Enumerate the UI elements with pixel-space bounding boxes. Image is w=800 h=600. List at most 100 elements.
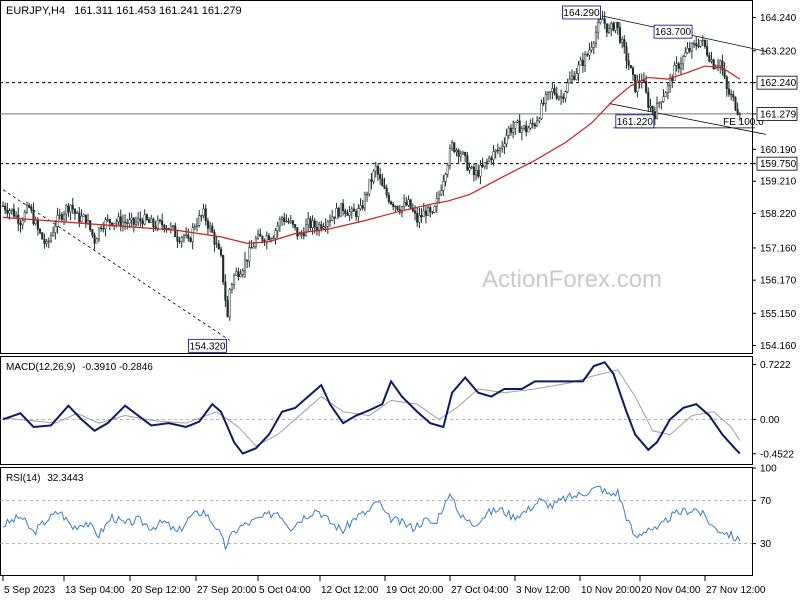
candle-body bbox=[213, 232, 216, 245]
candle-body bbox=[80, 216, 83, 222]
candle-body bbox=[226, 300, 229, 318]
candle-body bbox=[97, 227, 100, 240]
rsi-tick-label: 100 bbox=[760, 464, 777, 475]
macd-title: MACD(12,26,9) -0.3910 -0.2846 bbox=[6, 362, 153, 373]
candle-body bbox=[217, 243, 220, 250]
candle-body bbox=[723, 69, 726, 78]
candle-body bbox=[93, 234, 96, 244]
candle-body bbox=[139, 218, 142, 222]
candle-body bbox=[324, 226, 327, 228]
candle-body bbox=[39, 228, 42, 233]
candle-body bbox=[376, 165, 380, 175]
candle-body bbox=[427, 207, 430, 216]
fe-label: FE 100.0 bbox=[723, 117, 764, 128]
candle-body bbox=[612, 23, 615, 31]
candle-body bbox=[461, 152, 465, 155]
candle-body bbox=[446, 165, 449, 175]
candle-body bbox=[522, 125, 526, 129]
candle-body bbox=[570, 75, 574, 80]
candle-body bbox=[721, 60, 724, 71]
candle-body bbox=[202, 208, 205, 216]
candle-body bbox=[339, 203, 342, 217]
candle-body bbox=[544, 94, 547, 105]
candle-body bbox=[82, 214, 85, 217]
candle-body bbox=[420, 215, 423, 218]
candle-body bbox=[289, 220, 292, 223]
candle-body bbox=[115, 221, 118, 224]
candle-body bbox=[222, 254, 225, 283]
candle-body bbox=[320, 224, 323, 229]
candle-body bbox=[642, 79, 645, 82]
price-tick-label: 163.220 bbox=[760, 46, 797, 57]
candle-body bbox=[533, 123, 536, 127]
candle-body bbox=[73, 208, 76, 214]
candle-body bbox=[492, 151, 495, 160]
candle-body bbox=[477, 170, 480, 177]
candle-body bbox=[536, 120, 539, 127]
candle-body bbox=[41, 232, 44, 240]
trendline-2 bbox=[608, 103, 767, 135]
candle-body bbox=[479, 165, 482, 177]
candle-body bbox=[394, 205, 397, 208]
candle-body bbox=[174, 225, 177, 238]
candle-body bbox=[84, 214, 87, 224]
price-annotations: 164.290 163.700 161.220 154.320 bbox=[188, 5, 693, 353]
candle-body bbox=[708, 54, 711, 62]
candle-body bbox=[629, 65, 632, 69]
candle-body bbox=[440, 190, 443, 196]
candle-body bbox=[387, 194, 390, 203]
candle-body bbox=[54, 226, 57, 233]
candle-body bbox=[538, 118, 541, 122]
candle-body bbox=[206, 220, 209, 229]
candle-body bbox=[655, 102, 659, 120]
candle-body bbox=[246, 259, 249, 262]
candle-body bbox=[509, 127, 512, 133]
main-panel-frame bbox=[0, 0, 753, 354]
candle-body bbox=[413, 210, 417, 214]
candle-body bbox=[276, 225, 279, 231]
candle-body bbox=[437, 194, 441, 199]
candle-body bbox=[540, 102, 543, 119]
candle-body bbox=[4, 205, 7, 211]
candle-body bbox=[28, 205, 31, 208]
candle-body bbox=[152, 218, 155, 228]
candle-body bbox=[248, 247, 251, 262]
x-tick-label: 3 Nov 12:00 bbox=[516, 585, 570, 596]
candle-body bbox=[23, 211, 26, 222]
candle-body bbox=[132, 217, 135, 225]
candle-body bbox=[488, 157, 491, 162]
candle-body bbox=[455, 149, 458, 152]
candle-body bbox=[191, 227, 194, 242]
candle-body bbox=[25, 205, 29, 213]
candle-body bbox=[117, 216, 120, 223]
annotation-box-3 bbox=[188, 338, 227, 353]
price-tick-box bbox=[756, 156, 798, 171]
horizontal-lines bbox=[0, 82, 752, 165]
candle-body bbox=[424, 210, 427, 216]
candle-body bbox=[119, 216, 122, 227]
candle-body bbox=[727, 88, 730, 95]
macd-panel: MACD(12,26,9) -0.3910 -0.2846 bbox=[0, 356, 753, 465]
candle-body bbox=[104, 219, 107, 230]
macd-tick-label: 0.00 bbox=[760, 415, 780, 426]
candle-body bbox=[158, 219, 162, 222]
candle-body bbox=[627, 60, 630, 66]
candle-body bbox=[658, 102, 661, 104]
rsi-level-lines bbox=[0, 499, 752, 544]
candle-body bbox=[17, 214, 20, 224]
candle-body bbox=[335, 208, 338, 219]
candle-body bbox=[531, 122, 534, 125]
candle-body bbox=[357, 208, 360, 217]
candle-body bbox=[433, 206, 436, 213]
candle-body bbox=[326, 221, 329, 227]
candle-body bbox=[1, 205, 5, 208]
candle-body bbox=[673, 65, 676, 82]
x-tick-label: 20 Nov 04:00 bbox=[641, 585, 701, 596]
candle-body bbox=[470, 166, 473, 169]
candle-body bbox=[623, 39, 626, 48]
candle-body bbox=[730, 93, 733, 96]
price-tick-label: 159.210 bbox=[760, 177, 797, 188]
price-tick-label: 162.240 bbox=[760, 78, 797, 89]
candle-body bbox=[346, 213, 349, 216]
candle-body bbox=[645, 81, 648, 93]
